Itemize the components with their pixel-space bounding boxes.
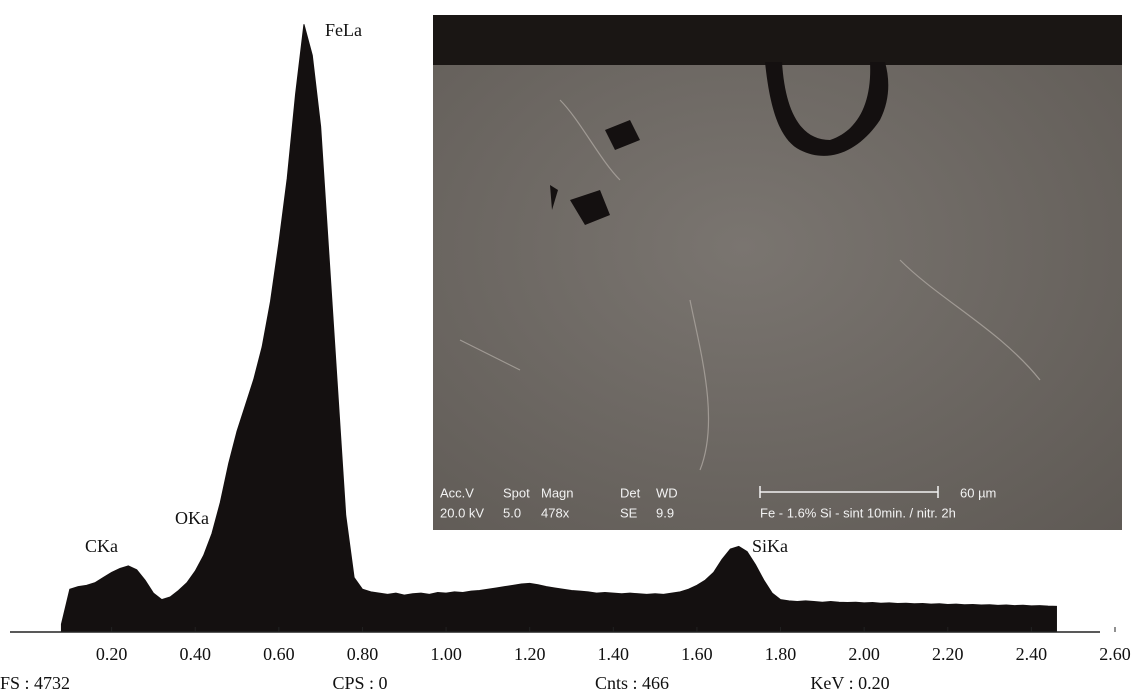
sem-surface-layer	[433, 15, 1122, 65]
inset-header: Acc.V	[440, 485, 474, 500]
status-field: KeV : 0.20	[810, 673, 889, 693]
x-tick-label: 1.00	[430, 644, 462, 664]
x-tick-label: 1.20	[514, 644, 546, 664]
scale-bar	[759, 486, 939, 498]
scale-bar-label: 60 µm	[960, 485, 996, 500]
peak-label: CKa	[85, 536, 118, 556]
inset-header: Spot	[503, 485, 530, 500]
x-tick-label: 2.00	[848, 644, 880, 664]
x-tick-label: 1.60	[681, 644, 713, 664]
inset-reading: 9.9	[656, 505, 674, 520]
inset-reading: SE	[620, 505, 638, 520]
inset-header: WD	[656, 485, 678, 500]
sem-pore	[765, 62, 889, 156]
x-tick-label: 1.80	[765, 644, 797, 664]
spectrum	[60, 24, 1057, 633]
status-field: Cnts : 466	[595, 673, 669, 693]
peak-label: FeLa	[325, 20, 362, 40]
inset-reading: 478x	[541, 505, 570, 520]
x-tick-label: 2.20	[932, 644, 964, 664]
inset-reading: 5.0	[503, 505, 521, 520]
inset-header: Det	[620, 485, 641, 500]
status-field: FS : 4732	[0, 673, 70, 693]
x-tick-label: 0.20	[96, 644, 128, 664]
peak-label: OKa	[175, 508, 209, 528]
x-tick-label: 0.40	[179, 644, 211, 664]
status-field: CPS : 0	[332, 673, 387, 693]
x-tick-label: 0.80	[347, 644, 379, 664]
x-tick-label: 2.40	[1016, 644, 1048, 664]
sem-pore	[550, 120, 640, 225]
x-tick-label: 1.40	[598, 644, 630, 664]
peak-label: SiKa	[752, 536, 788, 556]
inset-reading: 20.0 kV	[440, 505, 484, 520]
inset-caption: Fe - 1.6% Si - sint 10min. / nitr. 2h	[760, 505, 956, 520]
x-tick-label: 0.60	[263, 644, 295, 664]
sem-image: Acc.V Spot Magn Det WD 20.0 kV 5.0 478x …	[433, 15, 1122, 530]
x-tick-label: 2.60	[1099, 644, 1131, 664]
sem-grain-boundary	[459, 99, 1041, 471]
inset-header: Magn	[541, 485, 574, 500]
